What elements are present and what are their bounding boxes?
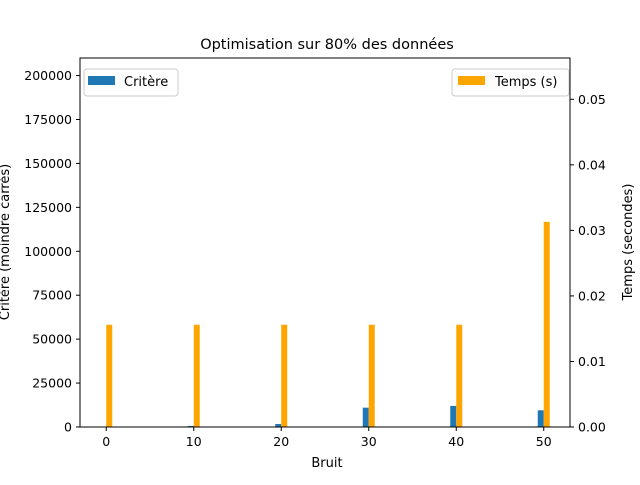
bar-critere-50 [537, 410, 544, 427]
right-axis-ticks: 0.00 0.01 0.02 0.03 0.04 0.05 [570, 92, 606, 435]
left-tick-label: 100000 [24, 244, 72, 259]
legend-critere-swatch [88, 76, 115, 85]
left-tick-label: 50000 [32, 332, 72, 347]
right-tick-label: 0.05 [578, 92, 606, 107]
left-axis-label: Critère (moindre carrés) [0, 164, 13, 320]
legend-critere-label: Critère [124, 75, 168, 90]
left-tick-label: 125000 [24, 200, 72, 215]
left-tick-label: 175000 [24, 112, 72, 127]
bar-temps-30 [368, 324, 375, 427]
legend-temps-box [451, 68, 570, 97]
left-tick-label: 0 [64, 420, 72, 435]
bar-temps-50 [543, 221, 550, 427]
x-tick-label: 0 [102, 434, 110, 449]
left-tick-label: 150000 [24, 156, 72, 171]
right-tick-label: 0.00 [578, 420, 606, 435]
left-axis-ticks: 0 25000 50000 75000 100000 125000 150000 175000… [24, 68, 80, 435]
critere-bars [187, 405, 544, 427]
x-tick-label: 30 [361, 434, 377, 449]
left-tick-label: 200000 [24, 68, 72, 83]
right-tick-label: 0.03 [578, 223, 606, 238]
right-tick-label: 0.01 [578, 354, 606, 369]
bar-critere-10 [187, 425, 194, 427]
left-tick-label: 75000 [32, 288, 72, 303]
x-axis-ticks: 0 10 20 30 40 50 [102, 427, 552, 449]
bar-temps-20 [281, 324, 288, 427]
bar-temps-10 [193, 324, 200, 427]
legend-temps-swatch [458, 76, 485, 85]
x-tick-label: 40 [448, 434, 464, 449]
right-tick-label: 0.04 [578, 157, 606, 172]
legend-temps: Temps (s) [451, 68, 570, 97]
left-tick-label: 25000 [32, 376, 72, 391]
legend-critere: Critère [83, 68, 179, 97]
temps-bars [106, 221, 550, 427]
bar-temps-0 [106, 324, 113, 427]
legend-critere-box [83, 68, 179, 97]
x-tick-label: 10 [186, 434, 202, 449]
bar-critere-40 [450, 405, 457, 427]
bar-critere-20 [275, 424, 282, 427]
x-axis-label: Bruit [311, 456, 342, 471]
right-tick-label: 0.02 [578, 288, 606, 303]
plot-frame [79, 57, 571, 428]
chart-title: Optimisation sur 80% des données [200, 37, 454, 53]
right-axis-label: Temps (secondes) [621, 184, 636, 302]
x-tick-label: 50 [536, 434, 552, 449]
bar-critere-30 [362, 407, 369, 427]
legend-temps-label: Temps (s) [494, 75, 557, 90]
x-tick-label: 20 [273, 434, 289, 449]
bar-temps-40 [456, 324, 463, 427]
